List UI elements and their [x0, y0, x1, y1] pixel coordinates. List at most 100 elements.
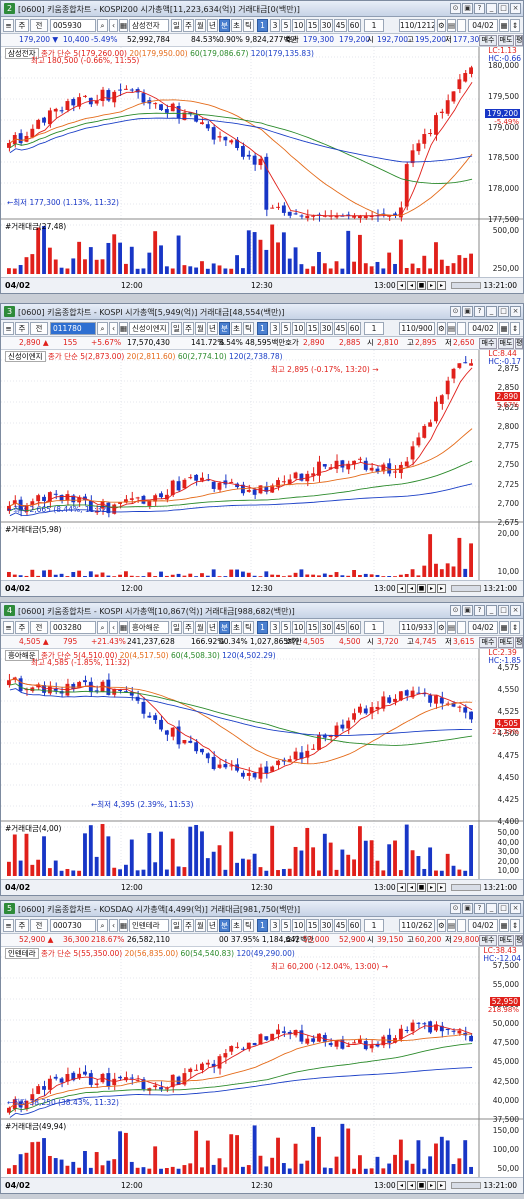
stop-icon[interactable]: ■	[417, 1181, 426, 1190]
settings-icon[interactable]: ⚙	[437, 322, 446, 335]
calendar-icon[interactable]: ▦	[499, 919, 509, 932]
interval-button-60[interactable]: 60	[348, 322, 361, 335]
period-tab-6[interactable]: 틱	[243, 919, 254, 932]
interval-button-3[interactable]: 3	[270, 19, 280, 32]
interval-button-45[interactable]: 45	[334, 322, 347, 335]
search-icon[interactable]: ⌕	[97, 621, 108, 634]
price-chart[interactable]: 인텐테라 종가 단순 5(55,350.00) 20(56,835.00) 60…	[1, 947, 523, 1177]
period-tab-1[interactable]: 주	[183, 19, 194, 32]
expand-icon[interactable]: ⇕	[510, 621, 520, 634]
interval-button-5[interactable]: 5	[281, 322, 291, 335]
period-tab-5[interactable]: 초	[231, 19, 242, 32]
expand-icon[interactable]: ⇕	[510, 322, 520, 335]
period-tab-2[interactable]: 월	[195, 919, 206, 932]
sell-button[interactable]: 매도	[498, 637, 514, 648]
question-icon[interactable]: ?	[474, 903, 485, 914]
settings-icon[interactable]: ⚙	[437, 919, 446, 932]
calendar-icon[interactable]: ▦	[499, 621, 509, 634]
all-button[interactable]: 전	[30, 919, 48, 932]
period-tab-1[interactable]: 주	[183, 621, 194, 634]
price-chart[interactable]: 흥아해운 종가 단순 5(4,510.00) 20(4,517.50) 60(4…	[1, 649, 523, 879]
scrollbar[interactable]	[451, 282, 481, 289]
link-icon[interactable]: ▦	[119, 621, 128, 634]
sell-button[interactable]: 매도	[498, 935, 514, 946]
interval-button-3[interactable]: 3	[270, 621, 280, 634]
interval-button-45[interactable]: 45	[334, 919, 347, 932]
interval-button-1[interactable]: 1	[257, 322, 268, 335]
interval-dropdown[interactable]: 1	[364, 19, 384, 32]
interval-button-30[interactable]: 30	[320, 621, 333, 634]
stock-code-input[interactable]: 000730	[50, 919, 96, 932]
period-tab-2[interactable]: 월	[195, 322, 206, 335]
period-tab-3[interactable]: 년	[207, 322, 218, 335]
date-field[interactable]: 04/02	[468, 322, 498, 335]
close-icon[interactable]: ×	[510, 903, 521, 914]
interval-button-1[interactable]: 1	[257, 919, 268, 932]
period-tab-5[interactable]: 초	[231, 919, 242, 932]
lock-icon[interactable]: ▤	[447, 322, 456, 335]
search-icon[interactable]: ⌕	[97, 322, 108, 335]
lock-icon[interactable]: ▤	[447, 19, 456, 32]
expand-icon[interactable]: ⇕	[510, 919, 520, 932]
prev-page-icon[interactable]: ◂	[407, 281, 416, 290]
interval-button-15[interactable]: 15	[306, 19, 319, 32]
average-button[interactable]: 평	[515, 935, 523, 946]
pin-icon[interactable]: ⊙	[450, 3, 461, 14]
interval-button-30[interactable]: 30	[320, 322, 333, 335]
menu-icon[interactable]: ≡	[3, 621, 14, 634]
window-titlebar[interactable]: 4 [0600] 키움종합차트 - KOSPI 시가총액[10,867(억)] 거…	[1, 603, 523, 619]
maximize-icon[interactable]: □	[498, 605, 509, 616]
close-icon[interactable]: ×	[510, 3, 521, 14]
period-tab-4[interactable]: 분	[219, 322, 230, 335]
price-chart[interactable]: 삼성전자 종가 단순 5(179,260.00) 20(179,950.00) …	[1, 47, 523, 277]
menu-icon[interactable]: ≡	[3, 322, 14, 335]
interval-button-60[interactable]: 60	[348, 621, 361, 634]
interval-button-45[interactable]: 45	[334, 621, 347, 634]
interval-dropdown[interactable]: 1	[364, 919, 384, 932]
link-icon[interactable]: ▦	[119, 322, 128, 335]
scrollbar[interactable]	[451, 1182, 481, 1189]
period-tab-4[interactable]: 분	[219, 621, 230, 634]
checkbox[interactable]	[457, 919, 466, 932]
first-icon[interactable]: ◂	[397, 883, 406, 892]
interval-button-10[interactable]: 10	[292, 322, 305, 335]
lock-icon[interactable]: ▤	[447, 919, 456, 932]
last-icon[interactable]: ▸	[437, 584, 446, 593]
interval-button-60[interactable]: 60	[348, 919, 361, 932]
minimize-icon[interactable]: _	[486, 903, 497, 914]
interval-button-15[interactable]: 15	[306, 621, 319, 634]
average-button[interactable]: 평	[515, 338, 523, 349]
interval-dropdown[interactable]: 1	[364, 621, 384, 634]
pin-icon[interactable]: ⊙	[450, 306, 461, 317]
tile-icon[interactable]: ▣	[462, 903, 473, 914]
maximize-icon[interactable]: □	[498, 903, 509, 914]
average-button[interactable]: 평	[515, 637, 523, 648]
calendar-icon[interactable]: ▦	[499, 19, 509, 32]
buy-button[interactable]: 매수	[479, 637, 497, 648]
interval-button-5[interactable]: 5	[281, 19, 291, 32]
tile-icon[interactable]: ▣	[462, 605, 473, 616]
search-icon[interactable]: ⌕	[97, 919, 108, 932]
all-button[interactable]: 전	[30, 322, 48, 335]
tile-icon[interactable]: ▣	[462, 306, 473, 317]
interval-button-1[interactable]: 1	[257, 621, 268, 634]
interval-dropdown[interactable]: 1	[364, 322, 384, 335]
period-tab-1[interactable]: 주	[183, 322, 194, 335]
link-icon[interactable]: ▦	[119, 19, 128, 32]
period-tab-5[interactable]: 초	[231, 322, 242, 335]
stock-code-input[interactable]: 011780	[50, 322, 96, 335]
period-tab-4[interactable]: 분	[219, 919, 230, 932]
stock-type-button[interactable]: 주	[15, 621, 29, 634]
buy-button[interactable]: 매수	[479, 35, 497, 46]
period-tab-0[interactable]: 일	[171, 19, 182, 32]
period-tab-1[interactable]: 주	[183, 919, 194, 932]
calendar-icon[interactable]: ▦	[499, 322, 509, 335]
interval-button-60[interactable]: 60	[348, 19, 361, 32]
window-titlebar[interactable]: 2 [0600] 키움종합차트 - KOSPI200 시가총액[11,223,63…	[1, 1, 523, 17]
date-field[interactable]: 04/02	[468, 621, 498, 634]
period-tab-2[interactable]: 월	[195, 621, 206, 634]
first-icon[interactable]: ◂	[397, 1181, 406, 1190]
menu-icon[interactable]: ≡	[3, 919, 14, 932]
scrollbar[interactable]	[451, 884, 481, 891]
interval-button-15[interactable]: 15	[306, 322, 319, 335]
